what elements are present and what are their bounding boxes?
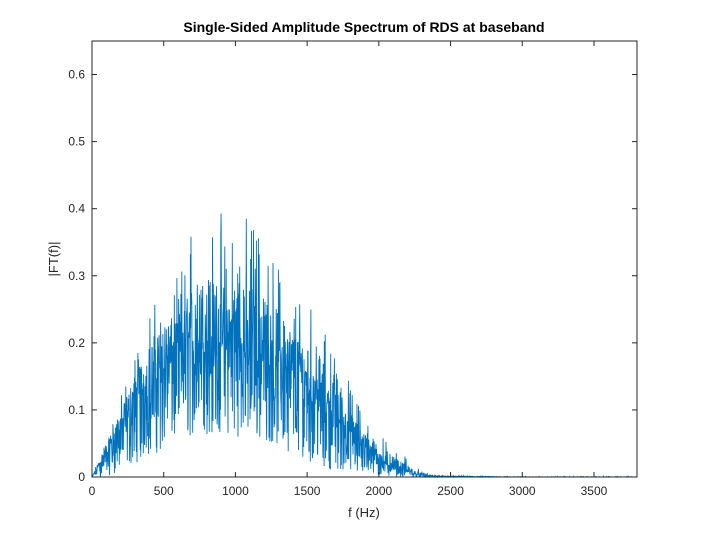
y-axis-ticks: 0 0.1 0.2 0.3 0.4 0.5 0.6: [68, 68, 637, 484]
y-tick-label: 0.1: [68, 403, 85, 417]
x-tick-label: 1500: [294, 484, 321, 498]
x-tick-label: 500: [154, 484, 174, 498]
x-tick-label: 2500: [437, 484, 464, 498]
y-tick-label: 0.4: [68, 202, 85, 216]
plot-area-box: [91, 40, 638, 478]
x-tick-label: 3000: [509, 484, 536, 498]
y-tick-label: 0: [78, 470, 85, 484]
y-tick-label: 0.5: [68, 135, 85, 149]
y-tick-label: 0.3: [68, 269, 85, 283]
y-axis-label: |FT(f)|: [46, 242, 61, 277]
y-tick-label: 0.6: [68, 68, 85, 82]
x-tick-label: 1000: [222, 484, 249, 498]
chart-title: Single-Sided Amplitude Spectrum of RDS a…: [183, 19, 544, 35]
x-axis-label: f (Hz): [348, 505, 380, 520]
x-tick-label: 3500: [581, 484, 608, 498]
y-tick-label: 0.2: [68, 336, 85, 350]
x-tick-label: 0: [89, 484, 96, 498]
x-axis-ticks: 0 500 1000 1500 2000 2500 3000 3500: [89, 41, 608, 498]
x-tick-label: 2000: [365, 484, 392, 498]
